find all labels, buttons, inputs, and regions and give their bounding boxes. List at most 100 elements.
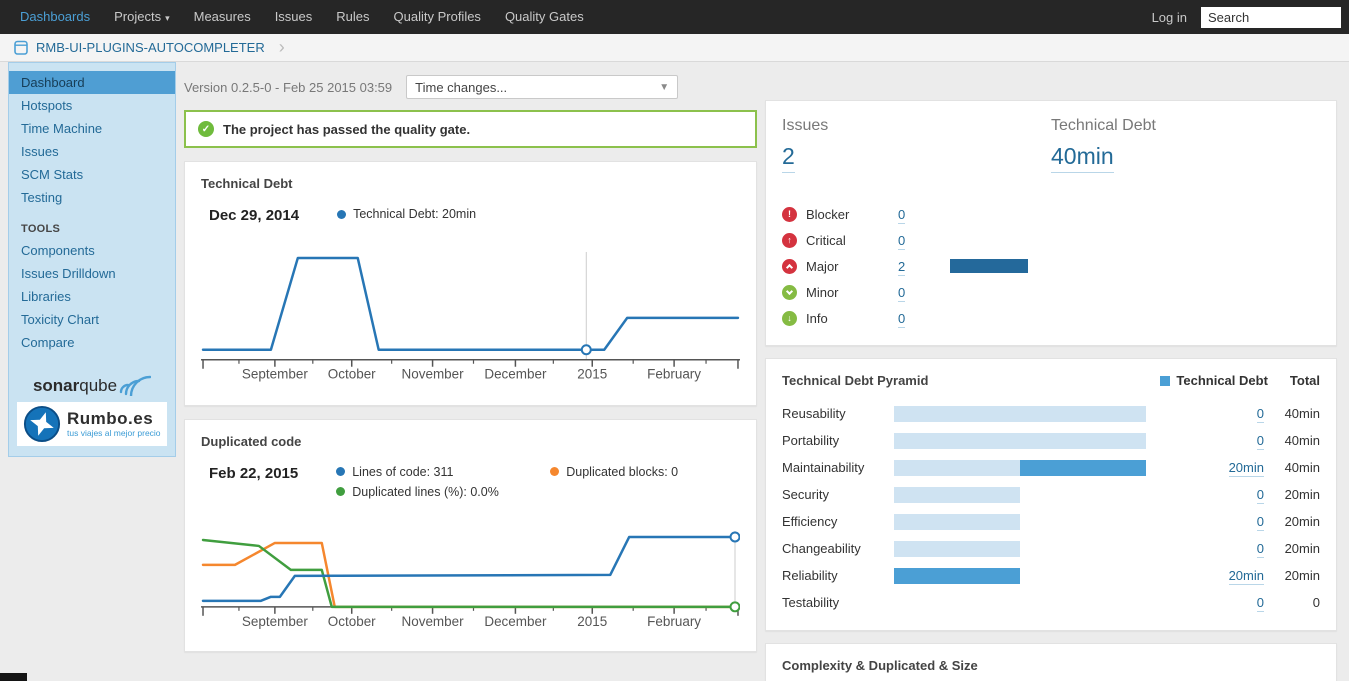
nav-quality-profiles[interactable]: Quality Profiles (393, 9, 481, 24)
nav-issues[interactable]: Issues (274, 9, 313, 24)
x-axis-label: February (647, 613, 701, 628)
severity-count-link[interactable]: 2 (898, 258, 932, 276)
pyramid-rows: Reusability 0 40min Portability 0 40min … (782, 400, 1320, 616)
technical-debt-metric-label: Technical Debt (1051, 117, 1156, 134)
pyramid-card-title: Technical Debt Pyramid (782, 373, 929, 388)
chevron-down-icon (785, 287, 794, 295)
sidebar-logos: sonarqube Rumbo.es tus viajes al mejor p… (9, 370, 175, 446)
severity-count: 2 (898, 258, 906, 276)
pyramid-row-changeability: Changeability 0 20min (782, 535, 1320, 562)
technical-debt-card: Technical Debt Dec 29, 2014 Technical De… (184, 161, 757, 406)
sonarqube-logo-qube: qube (79, 376, 118, 395)
sidebar-item-hotspots[interactable]: Hotspots (21, 98, 73, 113)
pyramid-debt-link[interactable]: 0 (1146, 433, 1264, 450)
quality-gate-alert-text: The project has passed the quality gate. (223, 121, 471, 137)
severity-count-link[interactable]: 0 (898, 284, 932, 302)
duplicated-code-chart[interactable]: September October November December 2015 Febr… (201, 513, 741, 642)
pyramid-bar (894, 486, 1146, 503)
x-axis-label: September (242, 367, 308, 382)
pyramid-debt-link[interactable]: 0 (1146, 541, 1264, 558)
sidebar-item-libraries[interactable]: Libraries (21, 289, 71, 304)
sidebar-item-scm-stats[interactable]: SCM Stats (21, 167, 84, 182)
sidebar-item-issues-drilldown[interactable]: Issues Drilldown (21, 266, 116, 281)
rumbo-logo-name: Rumbo.es (67, 409, 154, 429)
severity-count: 0 (898, 284, 906, 302)
time-changes-label: Time changes... (415, 79, 508, 95)
nav-projects[interactable]: Projects ▾ (102, 0, 182, 35)
x-axis-label: November (402, 613, 465, 628)
sidebar-item-issues[interactable]: Issues (21, 144, 59, 159)
rumbo-compass-icon (23, 405, 61, 443)
pyramid-debt-link[interactable]: 20min (1146, 568, 1264, 585)
duplicated-code-card: Duplicated code Feb 22, 2015 Lines of co… (184, 418, 757, 653)
legend-label: Technical Debt: 20min (353, 207, 477, 221)
pyramid-debt-link[interactable]: 0 (1146, 487, 1264, 504)
login-link[interactable]: Log in (1151, 9, 1187, 25)
blocker-exclamation-icon: ! (782, 206, 797, 222)
technical-debt-card-title: Technical Debt (201, 176, 293, 191)
pyramid-total-header: Total (1289, 373, 1320, 388)
sidebar-item-components[interactable]: Components (21, 243, 95, 258)
pyramid-debt-value: 0 (1256, 595, 1264, 612)
legend-label: Lines of code: 311 (352, 464, 454, 479)
technical-debt-value-link[interactable]: 40min (1051, 143, 1114, 173)
sidebar-item-testing[interactable]: Testing (21, 190, 63, 205)
pyramid-bar (894, 513, 1146, 530)
pyramid-row-label: Testability (782, 595, 840, 610)
series-dot-icon (336, 467, 346, 477)
sidebar-item-compare[interactable]: Compare (21, 335, 75, 350)
nav-dashboards[interactable]: Dashboards (20, 9, 91, 24)
technical-debt-chart[interactable]: September October November December 2015 Febr… (201, 238, 740, 395)
legend-label: Duplicated lines (%): 0.0% (352, 484, 499, 499)
hover-date: Dec 29, 2014 (209, 207, 300, 224)
legend-item: Duplicated blocks: 0 (550, 465, 750, 479)
pyramid-total-value: 40min (1284, 406, 1320, 421)
right-column: Issues 2 Technical Debt 40min ! Blocker … (765, 100, 1337, 681)
breadcrumb-project-link[interactable]: RMB-UI-PLUGINS-AUTOCOMPLETER (36, 40, 265, 55)
issues-count-link[interactable]: 2 (782, 143, 795, 173)
x-axis-label: November (402, 367, 465, 382)
legend-label: Duplicated blocks: 0 (566, 464, 679, 479)
severity-row-blocker: ! Blocker 0 (782, 201, 1320, 227)
search-input[interactable] (1201, 6, 1341, 28)
rumbo-logo-tagline: tus viajes al mejor precio (67, 428, 161, 439)
series-dot-icon (550, 467, 560, 477)
pyramid-debt-link[interactable]: 20min (1146, 460, 1264, 477)
main-column: Version 0.2.5-0 - Feb 25 2015 03:59 Time… (184, 74, 757, 653)
pyramid-debt-link[interactable]: 0 (1146, 595, 1264, 612)
pyramid-row-reusability: Reusability 0 40min (782, 400, 1320, 427)
severity-count-link[interactable]: 0 (898, 310, 932, 328)
duplicated-code-card-title: Duplicated code (201, 433, 302, 449)
pyramid-bar (894, 432, 1146, 449)
legend-item: Technical Debt: 20min (337, 207, 537, 221)
pyramid-row-testability: Testability 0 0 (782, 589, 1320, 616)
nav-rules[interactable]: Rules (336, 9, 370, 24)
sidebar-item-time-machine[interactable]: Time Machine (21, 121, 103, 136)
pyramid-debt-link[interactable]: 0 (1146, 406, 1264, 423)
severity-count-link[interactable]: 0 (898, 232, 932, 250)
duplications-trend-svg: September October November December 2015 Febr… (201, 530, 741, 628)
pyramid-debt-value: 0 (1256, 541, 1264, 558)
severity-label: Minor (806, 284, 839, 300)
pyramid-row-label: Efficiency (782, 514, 838, 529)
sidebar-item-toxicity-chart[interactable]: Toxicity Chart (21, 312, 100, 327)
pyramid-row-security: Security 0 20min (782, 481, 1320, 508)
pyramid-total-value: 20min (1284, 514, 1320, 529)
sonarqube-logo-text: sonarqube (33, 376, 117, 396)
pyramid-debt-link[interactable]: 0 (1146, 514, 1264, 531)
nav-quality-gates[interactable]: Quality Gates (504, 9, 584, 24)
sidebar-item-dashboard[interactable]: Dashboard (9, 71, 175, 94)
pyramid-row-label: Reusability (782, 406, 846, 421)
severity-count-link[interactable]: 0 (898, 206, 932, 224)
x-axis-label: December (484, 367, 547, 382)
pyramid-bar (894, 540, 1146, 557)
arrow-down-icon: ↓ (782, 310, 797, 326)
pyramid-bar (894, 595, 1146, 611)
complexity-duplicated-size-card: Complexity & Duplicated & Size (765, 643, 1337, 681)
time-changes-select[interactable]: Time changes... ▼ (406, 75, 679, 99)
chevron-up-icon (782, 258, 797, 274)
nav-measures[interactable]: Measures (193, 9, 251, 24)
pyramid-bar (894, 459, 1146, 476)
issues-card: Issues 2 Technical Debt 40min ! Blocker … (765, 100, 1337, 346)
pyramid-total-value: 0 (1312, 595, 1320, 610)
